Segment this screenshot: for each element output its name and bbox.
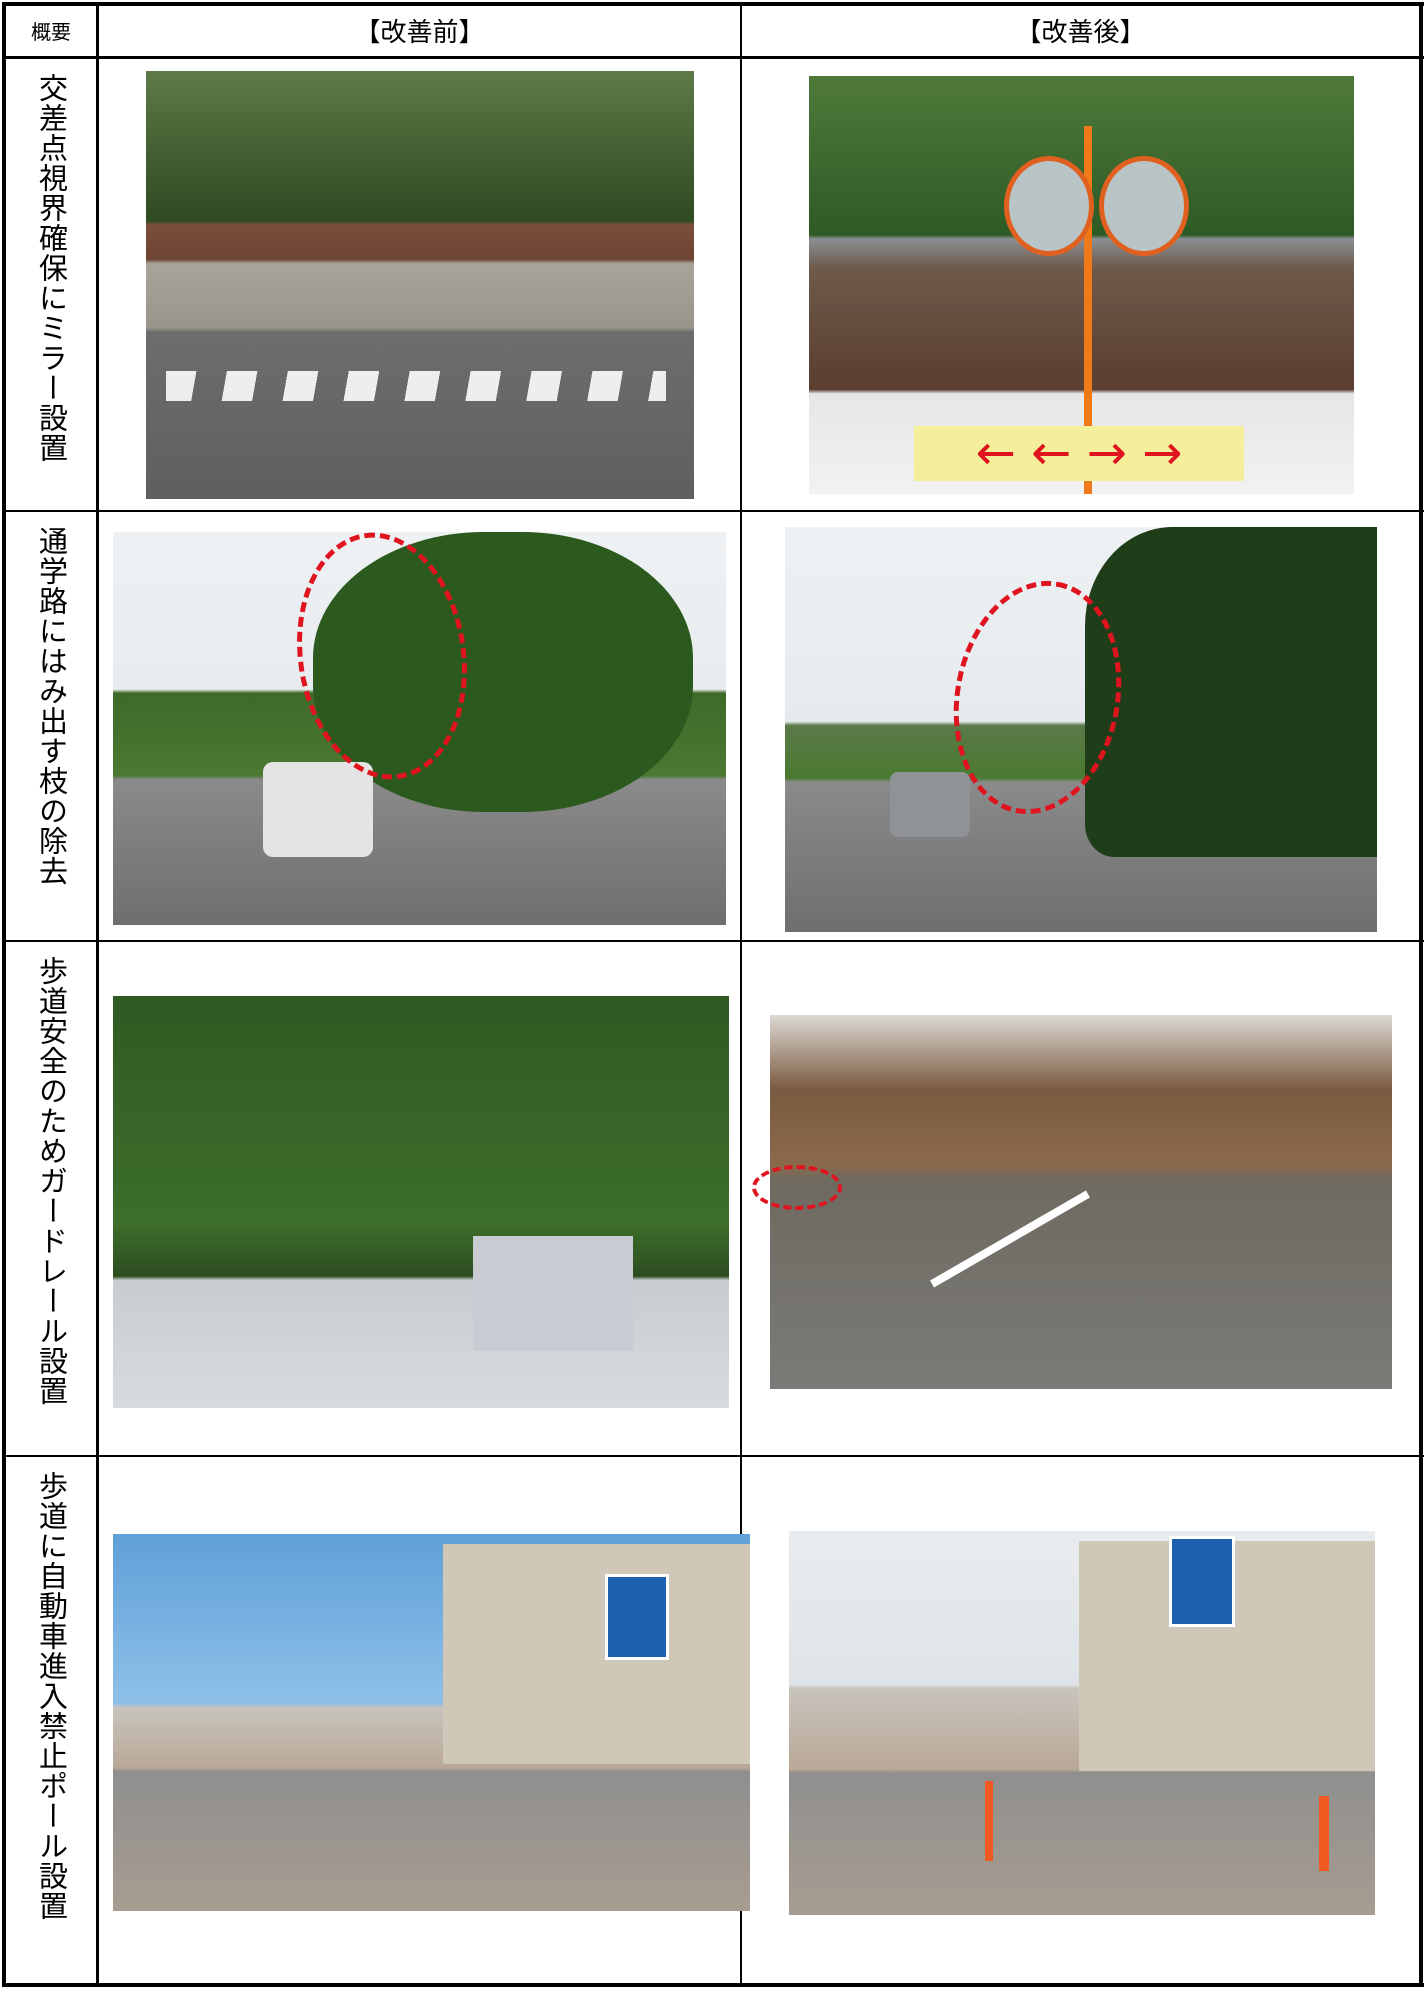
row-divider [2, 56, 1424, 59]
header-summary: 概要 [31, 20, 71, 44]
row-divider [2, 510, 1424, 512]
summary-text: 歩道に自動車進入禁止ポール設置 [34, 1471, 69, 1921]
photo-before [113, 996, 729, 1408]
summary-text: 交差点視界確保にミラー設置 [34, 73, 69, 463]
car [890, 772, 970, 837]
table-border [96, 2, 99, 1987]
tree [1085, 527, 1377, 857]
table-border [1419, 2, 1423, 1987]
photo-after [785, 527, 1377, 932]
table-border [2, 2, 6, 1987]
table-border [2, 2, 1424, 6]
row-divider [2, 940, 1424, 942]
car [263, 762, 373, 857]
truck [473, 1236, 633, 1351]
mirror [1099, 156, 1189, 256]
arrow-sign: ← ← → → [914, 426, 1244, 481]
crosswalk [166, 371, 666, 401]
summary-cell: 歩道に自動車進入禁止ポール設置 [4, 1457, 98, 1983]
tree [313, 532, 693, 812]
summary-text: 歩道安全のためガードレール設置 [34, 956, 69, 1406]
photo-after [770, 1015, 1392, 1389]
row-divider [2, 1455, 1424, 1457]
bollard [985, 1781, 993, 1861]
photo-before [113, 1534, 750, 1911]
summary-text: 通学路にはみ出す枝の除去 [34, 526, 69, 886]
header-after: 【改善後】 [1015, 18, 1146, 48]
table-border [2, 1983, 1424, 1987]
photo-after: ← ← → → [809, 76, 1354, 494]
sign [1169, 1536, 1235, 1627]
summary-cell: 通学路にはみ出す枝の除去 [4, 512, 98, 940]
header-before: 【改善前】 [354, 18, 485, 48]
bollard [1319, 1796, 1329, 1871]
building [443, 1544, 750, 1764]
photo-before [113, 532, 726, 925]
photo-before [146, 71, 694, 499]
highlight-circle [752, 1165, 842, 1210]
mirror-pole [1084, 126, 1092, 494]
photo-after [789, 1531, 1375, 1915]
sign [605, 1574, 669, 1660]
summary-cell: 交差点視界確保にミラー設置 [4, 59, 98, 510]
mirror [1004, 156, 1094, 256]
summary-cell: 歩道安全のためガードレール設置 [4, 942, 98, 1455]
table-border [740, 2, 742, 1987]
road-marking [930, 1190, 1090, 1288]
